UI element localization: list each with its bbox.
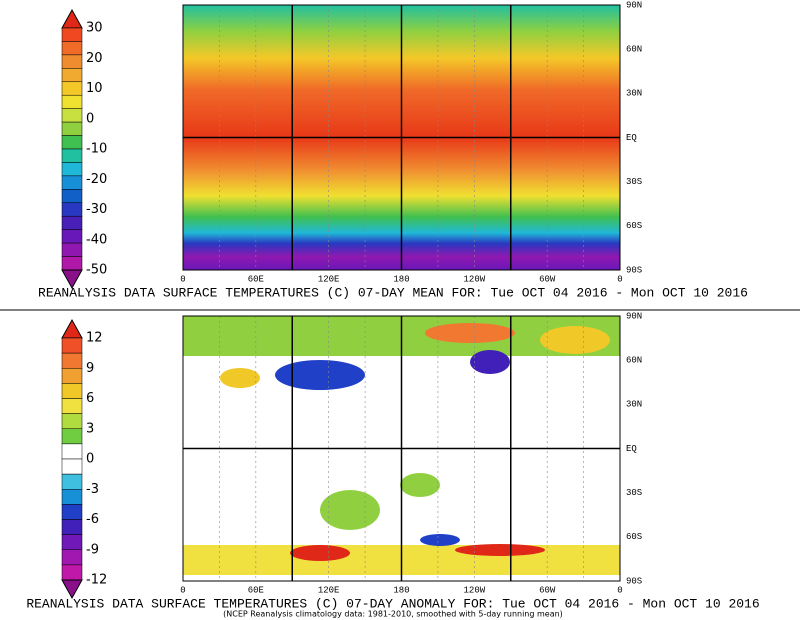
lon-label: 0 [180, 585, 185, 595]
lon-label: 0 [617, 274, 622, 284]
colorbar-segment [61, 458, 83, 475]
colorbar-segment [61, 519, 83, 535]
lon-label: 120E [318, 585, 340, 595]
colorbar-label: -50 [86, 263, 107, 278]
lat-label: 90N [626, 311, 642, 321]
lon-label: 60E [248, 274, 264, 284]
colorbar-arrow [61, 269, 83, 290]
map-frame [182, 4, 621, 271]
lon-label: 180 [393, 274, 409, 284]
colorbar-label: 3 [86, 421, 94, 436]
colorbar-segment [61, 383, 83, 399]
colorbar-label: 9 [86, 361, 94, 376]
lon-label: 60E [248, 585, 264, 595]
colorbar-segment [61, 368, 83, 384]
colorbar-arrow [61, 318, 83, 339]
lat-label: EQ [626, 133, 637, 143]
colorbar-label: -12 [86, 573, 107, 588]
colorbar-segment [61, 398, 83, 414]
colorbar-label: 6 [86, 391, 94, 406]
colorbar-label: 10 [86, 81, 103, 96]
colorbar-segment [61, 428, 83, 445]
colorbar-label: 12 [86, 331, 103, 346]
lat-label: 60S [626, 221, 642, 231]
lat-label: 90S [626, 265, 642, 275]
lat-label: 30S [626, 488, 642, 498]
colorbar-segment [61, 256, 83, 271]
lon-label: 120W [464, 274, 486, 284]
colorbar-segment [61, 162, 83, 177]
colorbar-segment [61, 489, 83, 505]
colorbar-segment [61, 504, 83, 520]
colorbar-segment [61, 202, 83, 217]
colorbar-arrow [61, 579, 83, 600]
colorbar-segment [61, 41, 83, 56]
lon-label: 180 [393, 585, 409, 595]
colorbar-segment [61, 148, 83, 163]
colorbar-label: -20 [86, 172, 107, 187]
caption: REANALYSIS DATA SURFACE TEMPERATURES (C)… [26, 596, 759, 611]
caption: REANALYSIS DATA SURFACE TEMPERATURES (C)… [38, 285, 748, 300]
lon-label: 0 [617, 585, 622, 595]
colorbar-label: 30 [86, 21, 103, 36]
lon-label: 120W [464, 585, 486, 595]
colorbar-label: -6 [86, 512, 99, 527]
note: (NCEP Reanalysis climatology data: 1981-… [223, 610, 563, 619]
colorbar-segment [61, 68, 83, 83]
lon-label: 60W [539, 274, 556, 284]
lat-label: EQ [626, 444, 637, 454]
colorbar-label: -3 [86, 482, 99, 497]
lat-label: 30N [626, 400, 642, 410]
lat-label: 90N [626, 0, 642, 10]
lat-label: 60N [626, 45, 642, 55]
colorbar-segment [61, 108, 83, 123]
colorbar-segment [61, 549, 83, 566]
colorbar-segment [61, 81, 83, 96]
lat-label: 60S [626, 532, 642, 542]
colorbar-segment [61, 443, 83, 460]
map-frame [182, 315, 621, 582]
colorbar-segment [61, 27, 83, 42]
colorbar-segment [61, 229, 83, 244]
colorbar-label: 20 [86, 51, 103, 66]
colorbar-label: -40 [86, 232, 107, 247]
lon-label: 60W [539, 585, 556, 595]
lat-label: 90S [626, 576, 642, 586]
colorbar-segment [61, 413, 83, 429]
colorbar-segment [61, 189, 83, 204]
colorbar-segment [61, 337, 83, 354]
colorbar-label: -10 [86, 142, 107, 157]
colorbar-segment [61, 121, 83, 136]
colorbar-arrow [61, 8, 83, 29]
colorbar-segment [61, 352, 83, 369]
lat-label: 30N [626, 89, 642, 99]
colorbar-segment [61, 135, 83, 150]
colorbar-segment [61, 94, 83, 109]
colorbar-segment [61, 215, 83, 230]
colorbar-label: 0 [86, 111, 94, 126]
colorbar-label: -30 [86, 202, 107, 217]
lat-label: 30S [626, 177, 642, 187]
colorbar-label: 0 [86, 452, 94, 467]
colorbar-segment [61, 242, 83, 257]
colorbar-label: -9 [86, 542, 99, 557]
colorbar-segment [61, 534, 83, 550]
lon-label: 0 [180, 274, 185, 284]
colorbar-segment [61, 175, 83, 190]
colorbar-segment [61, 564, 83, 581]
lon-label: 120E [318, 274, 340, 284]
colorbar-segment [61, 473, 83, 490]
lat-label: 60N [626, 356, 642, 366]
colorbar-segment [61, 54, 83, 69]
